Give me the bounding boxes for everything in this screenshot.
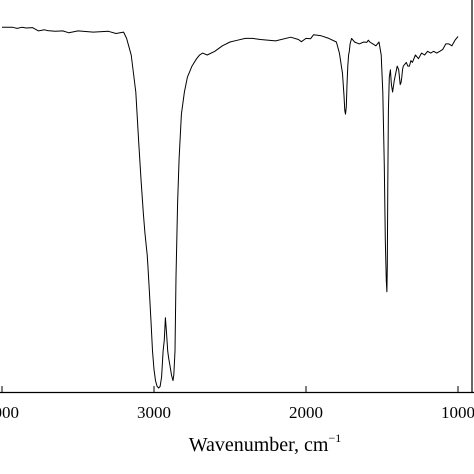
spectrum-series-line — [2, 26, 459, 389]
plot-frame — [0, 0, 474, 394]
x-tick-label-3000: 3000 — [137, 403, 171, 422]
x-tick-label-1000: 1000 — [441, 403, 474, 422]
x-axis-title: Wavenumber, cm−1 — [189, 431, 342, 456]
x-axis-ticks — [1, 386, 459, 392]
x-axis-tick-labels: 4000 3000 2000 1000 — [0, 403, 474, 422]
x-tick-label-4000: 4000 — [0, 403, 19, 422]
x-tick-label-2000: 2000 — [289, 403, 323, 422]
